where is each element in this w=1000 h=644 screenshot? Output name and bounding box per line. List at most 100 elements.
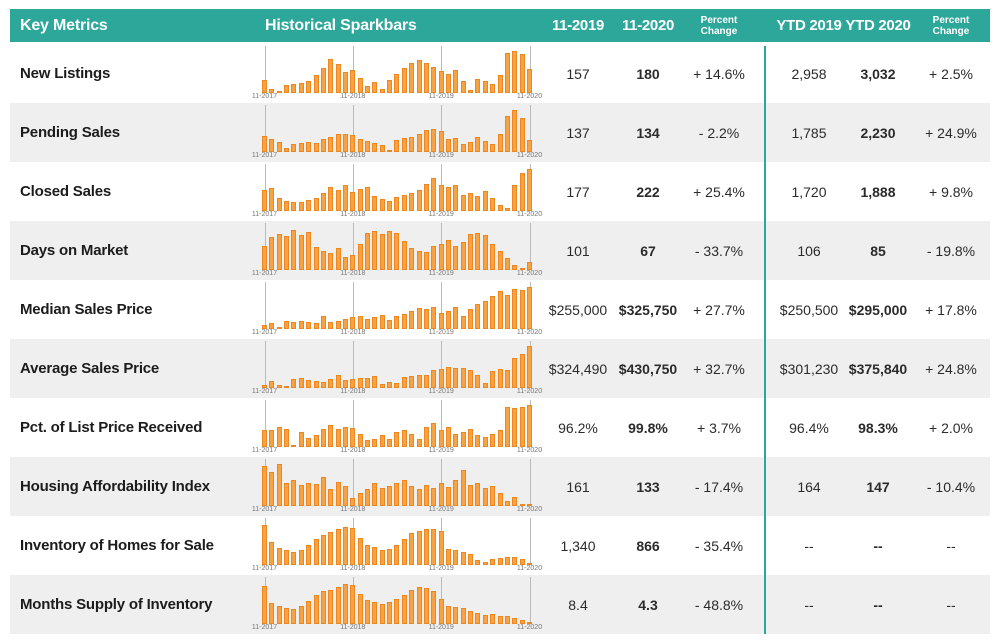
- spark-bar: [328, 489, 334, 506]
- spark-bar: [276, 464, 282, 506]
- spark-bar: [342, 185, 348, 211]
- spark-bar: [460, 470, 466, 506]
- spark-bar: [519, 290, 525, 329]
- spark-x-label: 11-2018: [340, 211, 366, 218]
- spark-bar: [335, 375, 341, 388]
- table-header: Key Metrics Historical Sparkbars 11-2019…: [10, 9, 990, 42]
- spark-bar: [306, 81, 312, 93]
- sparkbar-chart: 11-2017 11-2018 11-2019 11-2020: [252, 222, 542, 279]
- spark-x-label: 11-2020: [516, 270, 543, 277]
- spark-bars: [262, 169, 532, 211]
- spark-x-label: 11-2017: [251, 388, 278, 395]
- spark-bar: [387, 150, 393, 152]
- spark-x-label: 11-2019: [428, 624, 454, 631]
- spark-bar: [269, 237, 275, 270]
- spark-gridline: [529, 223, 531, 270]
- spark-bar: [320, 251, 326, 270]
- spark-bar: [335, 190, 341, 211]
- spark-bar: [526, 346, 532, 388]
- spark-bar: [328, 59, 334, 93]
- spark-bar: [482, 383, 488, 388]
- metric-row: Inventory of Homes for Sale 11-2017 11-201…: [10, 516, 990, 575]
- spark-bar: [453, 480, 459, 506]
- value-11-2019: 8.4: [568, 596, 588, 613]
- spark-bar: [350, 70, 356, 93]
- spark-bar: [526, 405, 532, 447]
- spark-bar: [512, 51, 518, 93]
- spark-bar: [342, 72, 348, 93]
- value-ytd-2019: --: [804, 596, 814, 613]
- value-percent-change-month: + 14.6%: [693, 65, 745, 82]
- spark-bar: [497, 134, 503, 152]
- spark-bar: [372, 143, 378, 152]
- metric-label: Average Sales Price: [20, 360, 160, 377]
- spark-bar: [269, 542, 275, 565]
- spark-bar: [453, 307, 459, 329]
- spark-bar: [379, 315, 385, 329]
- value-11-2020: $430,750: [618, 360, 678, 377]
- spark-bar: [401, 314, 407, 329]
- spark-bar: [453, 138, 459, 152]
- spark-bar: [423, 252, 429, 270]
- spark-bar: [342, 584, 348, 624]
- spark-x-label: 11-2020: [516, 329, 543, 336]
- spark-gridline: [352, 223, 354, 270]
- spark-bar: [306, 601, 312, 624]
- spark-bar: [497, 291, 503, 329]
- spark-bar: [320, 382, 326, 388]
- spark-bar: [291, 84, 297, 93]
- spark-bar: [357, 244, 363, 270]
- spark-x-label: 11-2019: [428, 270, 454, 277]
- spark-bar: [357, 78, 363, 93]
- spark-bar: [284, 321, 290, 329]
- spark-gridline: [529, 105, 531, 152]
- spark-bar: [342, 257, 348, 270]
- spark-bar: [490, 84, 496, 93]
- spark-bar: [482, 141, 488, 152]
- spark-bar: [298, 83, 304, 93]
- spark-bar: [460, 368, 466, 388]
- spark-bar: [350, 585, 356, 624]
- spark-bar: [350, 192, 356, 211]
- spark-bar: [387, 320, 393, 329]
- spark-bar: [313, 247, 319, 270]
- spark-bar: [357, 378, 363, 388]
- spark-bar: [490, 614, 496, 624]
- spark-bar: [276, 198, 282, 211]
- value-11-2019: $255,000: [548, 301, 608, 318]
- spark-bar: [313, 539, 319, 565]
- spark-bar: [468, 370, 474, 388]
- metric-row: Housing Affordability Index 11-2017 11-201…: [10, 457, 990, 516]
- spark-bar: [387, 602, 393, 624]
- value-ytd-2020: $295,000: [848, 301, 908, 318]
- spark-bar: [453, 550, 459, 565]
- header-11-2019: 11-2019: [551, 17, 605, 34]
- spark-x-label: 11-2018: [340, 506, 366, 513]
- sparkbar-cell: 11-2017 11-2018 11-2019 11-2020: [250, 281, 543, 338]
- metric-row: New Listings 11-2017 11-2018 11-2019 11-2020…: [10, 44, 990, 103]
- spark-bar: [460, 195, 466, 211]
- spark-bar: [497, 430, 503, 447]
- spark-bar: [350, 428, 356, 447]
- spark-bar: [291, 609, 297, 624]
- spark-bar: [379, 199, 385, 211]
- sparkbar-cell: 11-2017 11-2018 11-2019 11-2020: [250, 163, 543, 220]
- spark-bars: [262, 464, 532, 506]
- value-ytd-2019: 164: [797, 478, 821, 495]
- spark-x-label: 11-2020: [516, 152, 543, 159]
- spark-x-label: 11-2018: [340, 270, 366, 277]
- spark-bar: [445, 311, 451, 329]
- sparkbar-cell: 11-2017 11-2018 11-2019 11-2020: [250, 222, 543, 279]
- spark-bar: [519, 559, 525, 565]
- spark-bar: [453, 70, 459, 93]
- sparkbar-cell: 11-2017 11-2018 11-2019 11-2020: [250, 45, 543, 102]
- spark-bar: [394, 383, 400, 388]
- metric-label: Days on Market: [20, 242, 129, 259]
- spark-bar: [453, 185, 459, 211]
- spark-bar: [306, 322, 312, 329]
- spark-bar: [504, 501, 510, 506]
- spark-bar: [504, 407, 510, 447]
- spark-bar: [519, 407, 525, 447]
- sparkbar-chart: 11-2017 11-2018 11-2019 11-2020: [252, 399, 542, 456]
